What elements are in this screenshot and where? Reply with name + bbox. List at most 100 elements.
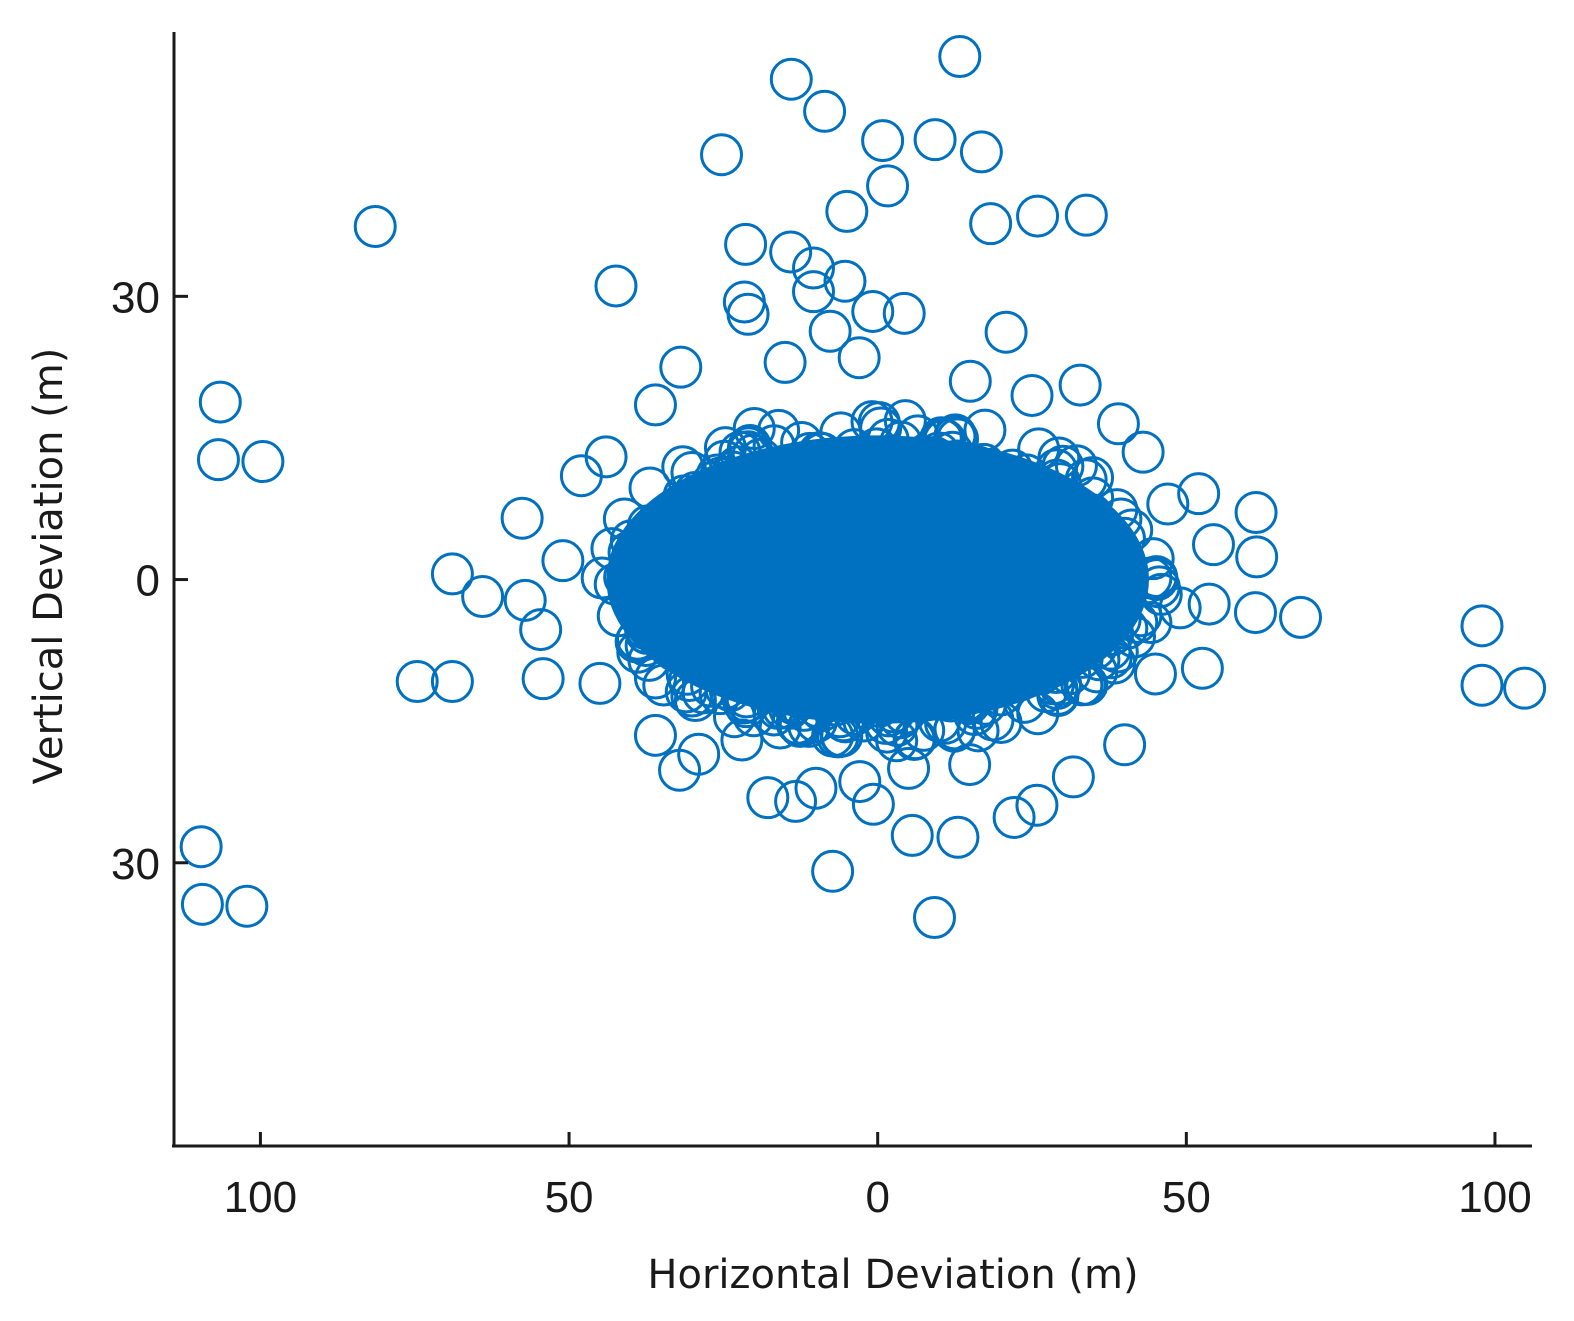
- core-edge-marker: [1008, 470, 1052, 514]
- scatter-point: [241, 440, 285, 484]
- scatter-point: [1158, 586, 1202, 630]
- scatter-point: [1133, 652, 1177, 696]
- core-edge-marker: [627, 638, 671, 682]
- core-edge-marker: [1095, 488, 1139, 532]
- core-edge-marker: [854, 427, 898, 471]
- core-edge-marker: [1073, 626, 1117, 670]
- scatter-point: [726, 292, 770, 336]
- scatter-point: [1233, 591, 1277, 635]
- core-edge-marker: [875, 719, 919, 763]
- scatter-point: [1503, 666, 1547, 710]
- core-edge-marker: [912, 435, 956, 479]
- core-edge-marker: [628, 542, 672, 586]
- scatter-point: [917, 699, 961, 743]
- core-edge-marker: [782, 688, 826, 732]
- x-tick-label: 100: [224, 1173, 297, 1222]
- scatter-point: [1015, 783, 1059, 827]
- scatter-point: [1096, 402, 1140, 446]
- scatter-point: [938, 35, 982, 79]
- core-edge-marker: [580, 556, 624, 600]
- y-tick-label: 0: [136, 557, 160, 606]
- core-edge-marker: [1039, 663, 1083, 707]
- scatter-point: [500, 496, 544, 540]
- core-edge-marker: [962, 442, 1006, 486]
- scatter-point: [559, 454, 603, 498]
- core-edge-marker: [1099, 563, 1143, 607]
- core-edge-marker: [850, 400, 894, 444]
- scatter-point: [1279, 595, 1323, 639]
- core-edge-marker: [628, 466, 672, 510]
- core-edge-marker: [619, 537, 663, 581]
- scatter-point: [198, 380, 242, 424]
- axes: [172, 32, 1532, 1148]
- core-edge-marker: [624, 623, 668, 667]
- core-edge-marker: [800, 689, 844, 733]
- core-edge-marker: [956, 445, 1000, 489]
- core-edge-marker: [1017, 427, 1061, 471]
- core-edge-marker: [794, 700, 838, 744]
- scatter-point: [746, 776, 790, 820]
- core-edge-marker: [653, 613, 697, 657]
- scatter-point: [936, 815, 980, 859]
- core-edge-marker: [865, 710, 909, 754]
- scatter-point: [984, 310, 1028, 354]
- scatter-point: [825, 189, 869, 233]
- core-edge-marker: [665, 652, 709, 696]
- core-edge-marker: [1003, 654, 1047, 698]
- core-edge-marker: [758, 706, 802, 750]
- scatter-point: [1234, 491, 1278, 535]
- core-edge-marker: [1003, 680, 1047, 724]
- core-edge-marker: [678, 482, 722, 526]
- core-edge-marker: [1129, 556, 1173, 600]
- scatter-point: [811, 849, 855, 893]
- core-edge-marker: [726, 430, 770, 474]
- scatter-point: [700, 133, 744, 177]
- scatter-point: [430, 552, 474, 596]
- scatter-point: [633, 713, 677, 757]
- core-edge-marker: [642, 663, 686, 707]
- scatter-point: [1051, 755, 1095, 799]
- scatter-point: [1187, 582, 1231, 626]
- scatter-point: [969, 202, 1013, 246]
- x-axis-title: Horizontal Deviation (m): [647, 1252, 1138, 1298]
- core-edge-marker: [708, 669, 752, 713]
- scatter-point: [769, 57, 813, 101]
- dense-core-layer: [580, 399, 1183, 763]
- scatter-point: [838, 760, 882, 804]
- scatter-point: [992, 795, 1036, 839]
- scatter-point: [1121, 430, 1165, 474]
- core-edge-marker: [706, 645, 750, 689]
- scatter-point: [225, 884, 269, 928]
- y-tick-label: 30: [111, 840, 160, 889]
- core-edge-marker: [664, 670, 708, 714]
- core-edge-marker: [883, 399, 927, 443]
- scatter-point: [794, 766, 838, 810]
- scatter-point: [724, 222, 768, 266]
- core-edge-marker: [1077, 523, 1121, 567]
- scatter-point: [913, 118, 957, 162]
- scatter-point: [659, 345, 703, 389]
- scatter-point: [430, 660, 474, 704]
- scatter-point: [1235, 535, 1279, 579]
- scatter-point: [948, 743, 992, 787]
- scatter-point: [1064, 193, 1108, 237]
- core-edge-marker: [979, 700, 1023, 744]
- scatter-point: [519, 608, 563, 652]
- scatter-point: [461, 575, 505, 619]
- scatter-point: [1180, 646, 1224, 690]
- y-tick-label: 30: [111, 273, 160, 322]
- scatter-point: [541, 539, 585, 583]
- scatter-point: [395, 660, 439, 704]
- core-edge-marker: [772, 682, 816, 726]
- core-edge-marker: [788, 431, 832, 475]
- scatter-point: [1016, 194, 1060, 238]
- scatter-point: [732, 407, 776, 451]
- scatter-point: [803, 89, 847, 133]
- scatter-point: [837, 336, 881, 380]
- core-edge-marker: [732, 694, 776, 738]
- scatter-point: [890, 813, 934, 857]
- scatter-point: [722, 280, 766, 324]
- scatter-point: [808, 309, 852, 353]
- scatter-point: [1460, 604, 1504, 648]
